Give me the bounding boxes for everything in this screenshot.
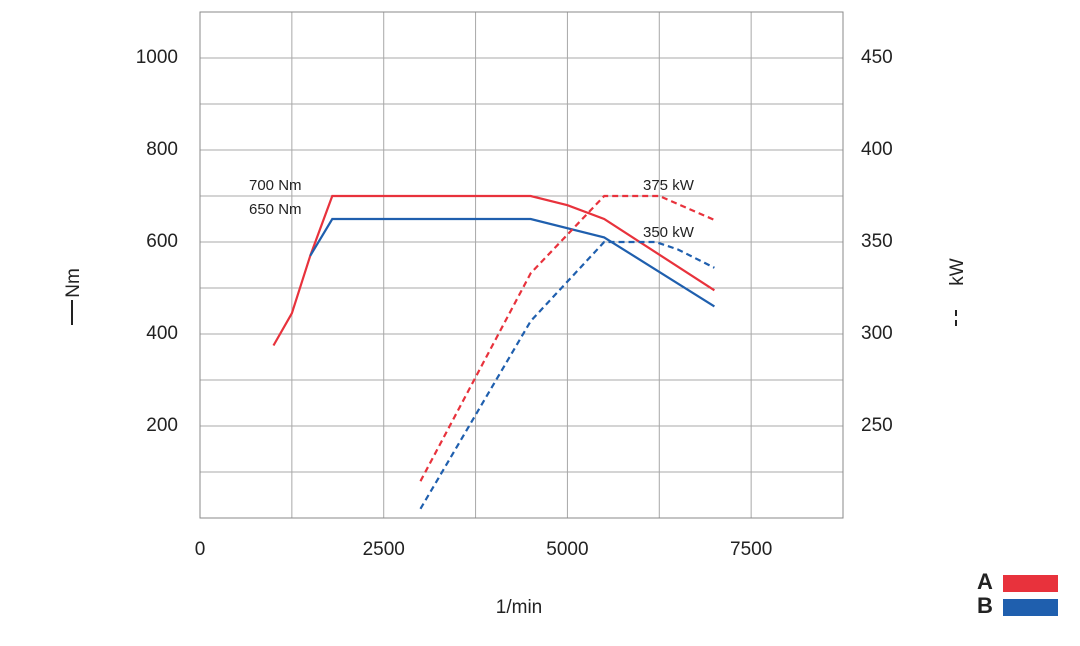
y2-tick-label: 300: [861, 323, 893, 344]
legend-label: A: [977, 569, 993, 594]
y-tick-label: 800: [146, 139, 178, 160]
x-tick-label: 2500: [363, 539, 405, 560]
y-tick-label: 600: [146, 231, 178, 252]
y-axis-label: Nm: [63, 268, 84, 298]
y-tick-label: 1000: [136, 47, 178, 68]
plot-border: [199, 11, 844, 519]
legend-label: B: [977, 593, 993, 618]
y2-tick-label: 450: [861, 47, 893, 68]
y2-tick-label: 350: [861, 231, 893, 252]
annotation: 700 Nm: [249, 177, 302, 194]
y2-tick-label: 400: [861, 139, 893, 160]
x-tick-label: 7500: [730, 539, 772, 560]
annotation: 375 kW: [643, 177, 695, 194]
legend-swatch: [1003, 575, 1058, 592]
annotation: 650 Nm: [249, 201, 302, 218]
annotation: 350 kW: [643, 224, 695, 241]
legend-swatch: [1003, 599, 1058, 616]
x-axis-label: 1/min: [496, 597, 542, 618]
series-line: [309, 217, 715, 308]
y2-axis-label: kW: [947, 258, 968, 286]
y2-tick-label: 250: [861, 415, 893, 436]
x-tick-label: 0: [195, 539, 206, 560]
series-line: [419, 194, 715, 482]
x-tick-label: 5000: [546, 539, 588, 560]
series-line: [272, 194, 715, 347]
y-tick-label: 400: [146, 323, 178, 344]
series-line: [419, 240, 715, 510]
y-tick-label: 200: [146, 415, 178, 436]
